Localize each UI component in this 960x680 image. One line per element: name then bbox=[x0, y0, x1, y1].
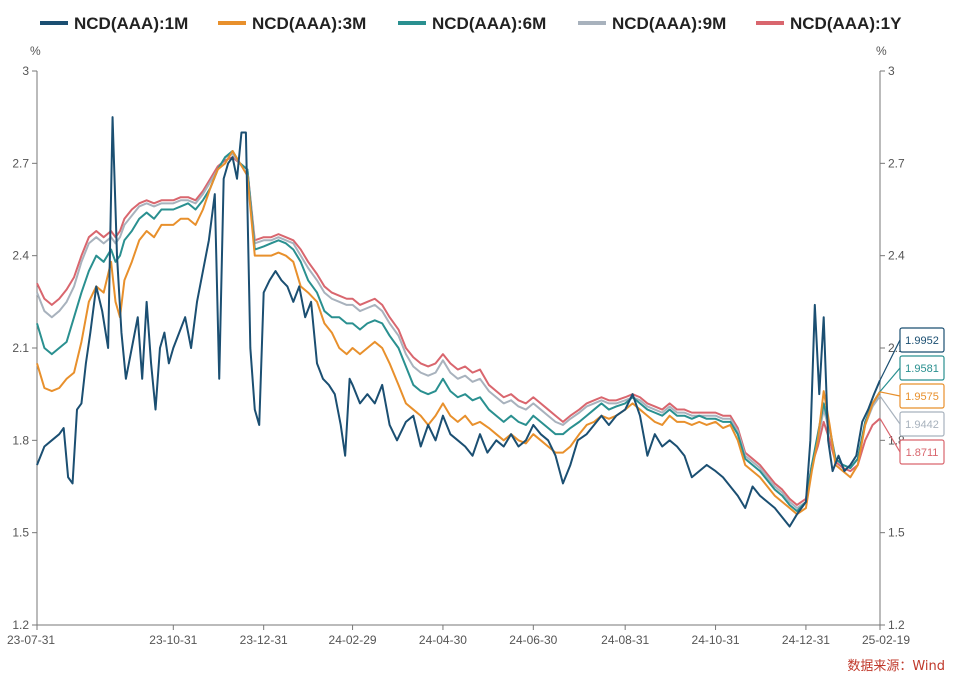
series-line-NCD(AAA):3M bbox=[36, 150, 881, 516]
end-label-connector bbox=[879, 418, 901, 453]
end-value-label: 1.8711 bbox=[906, 447, 939, 459]
x-tick-label: 24-02-29 bbox=[329, 633, 377, 647]
right-y-tick-label: 3 bbox=[888, 64, 895, 78]
left-y-tick-label: 2.1 bbox=[12, 341, 29, 355]
x-tick-label: 24-08-31 bbox=[601, 633, 649, 647]
x-tick-label: 23-12-31 bbox=[240, 633, 288, 647]
legend-label: NCD(AAA):3M bbox=[252, 14, 366, 33]
right-y-tick-label: 1.2 bbox=[888, 618, 905, 632]
series-line-NCD(AAA):9M bbox=[36, 153, 881, 510]
right-y-tick-label: 2.4 bbox=[888, 249, 905, 263]
left-y-unit: % bbox=[30, 44, 41, 58]
legend-label: NCD(AAA):1Y bbox=[790, 14, 902, 33]
end-value-label: 1.9442 bbox=[905, 419, 939, 431]
x-tick-label: 23-07-31 bbox=[7, 633, 55, 647]
end-value-label: 1.9581 bbox=[905, 363, 939, 375]
x-tick-label: 24-06-30 bbox=[509, 633, 557, 647]
right-y-unit: % bbox=[876, 44, 887, 58]
end-label-box bbox=[899, 383, 945, 409]
left-y-tick-label: 1.5 bbox=[12, 526, 29, 540]
x-tick-label: 24-10-31 bbox=[692, 633, 740, 647]
source-note: 数据来源：Wind bbox=[847, 659, 945, 674]
axes: % % 1.21.21.51.51.81.82.12.12.42.42.72.7… bbox=[7, 44, 910, 647]
end-labels: 1.9952 1.9581 1.9575 1.9442 1.8711 bbox=[879, 327, 945, 465]
end-label-connector bbox=[879, 367, 901, 393]
end-label-box bbox=[899, 327, 945, 353]
x-tick-label: 24-04-30 bbox=[419, 633, 467, 647]
legend: NCD(AAA):1M NCD(AAA):3M NCD(AAA):6M NCD(AAA… bbox=[40, 14, 902, 33]
left-y-tick-label: 2.4 bbox=[12, 249, 29, 263]
left-y-tick-label: 2.7 bbox=[12, 156, 29, 170]
end-label-connector bbox=[879, 395, 901, 425]
legend-label: NCD(AAA):1M bbox=[74, 14, 188, 33]
left-y-tick-label: 1.2 bbox=[12, 618, 29, 632]
legend-label: NCD(AAA):9M bbox=[612, 14, 726, 33]
right-y-tick-label: 2.7 bbox=[888, 156, 905, 170]
x-tick-label: 25-02-19 bbox=[862, 633, 910, 647]
left-y-tick-label: 3 bbox=[22, 64, 29, 78]
series-line-NCD(AAA):6M bbox=[36, 150, 881, 513]
series-lines bbox=[36, 116, 881, 528]
end-value-label: 1.9575 bbox=[905, 391, 939, 403]
end-value-label: 1.9952 bbox=[905, 335, 939, 347]
end-label-box bbox=[899, 355, 945, 381]
end-label-connector bbox=[879, 391, 901, 397]
left-y-tick-label: 1.8 bbox=[12, 433, 29, 447]
legend-label: NCD(AAA):6M bbox=[432, 14, 546, 33]
end-label-box bbox=[899, 439, 945, 465]
end-label-box bbox=[899, 411, 945, 437]
end-label-connector bbox=[879, 339, 901, 381]
x-tick-label: 23-10-31 bbox=[149, 633, 197, 647]
x-tick-label: 24-12-31 bbox=[782, 633, 830, 647]
series-line-NCD(AAA):1M bbox=[36, 116, 881, 528]
right-y-tick-label: 1.5 bbox=[888, 526, 905, 540]
